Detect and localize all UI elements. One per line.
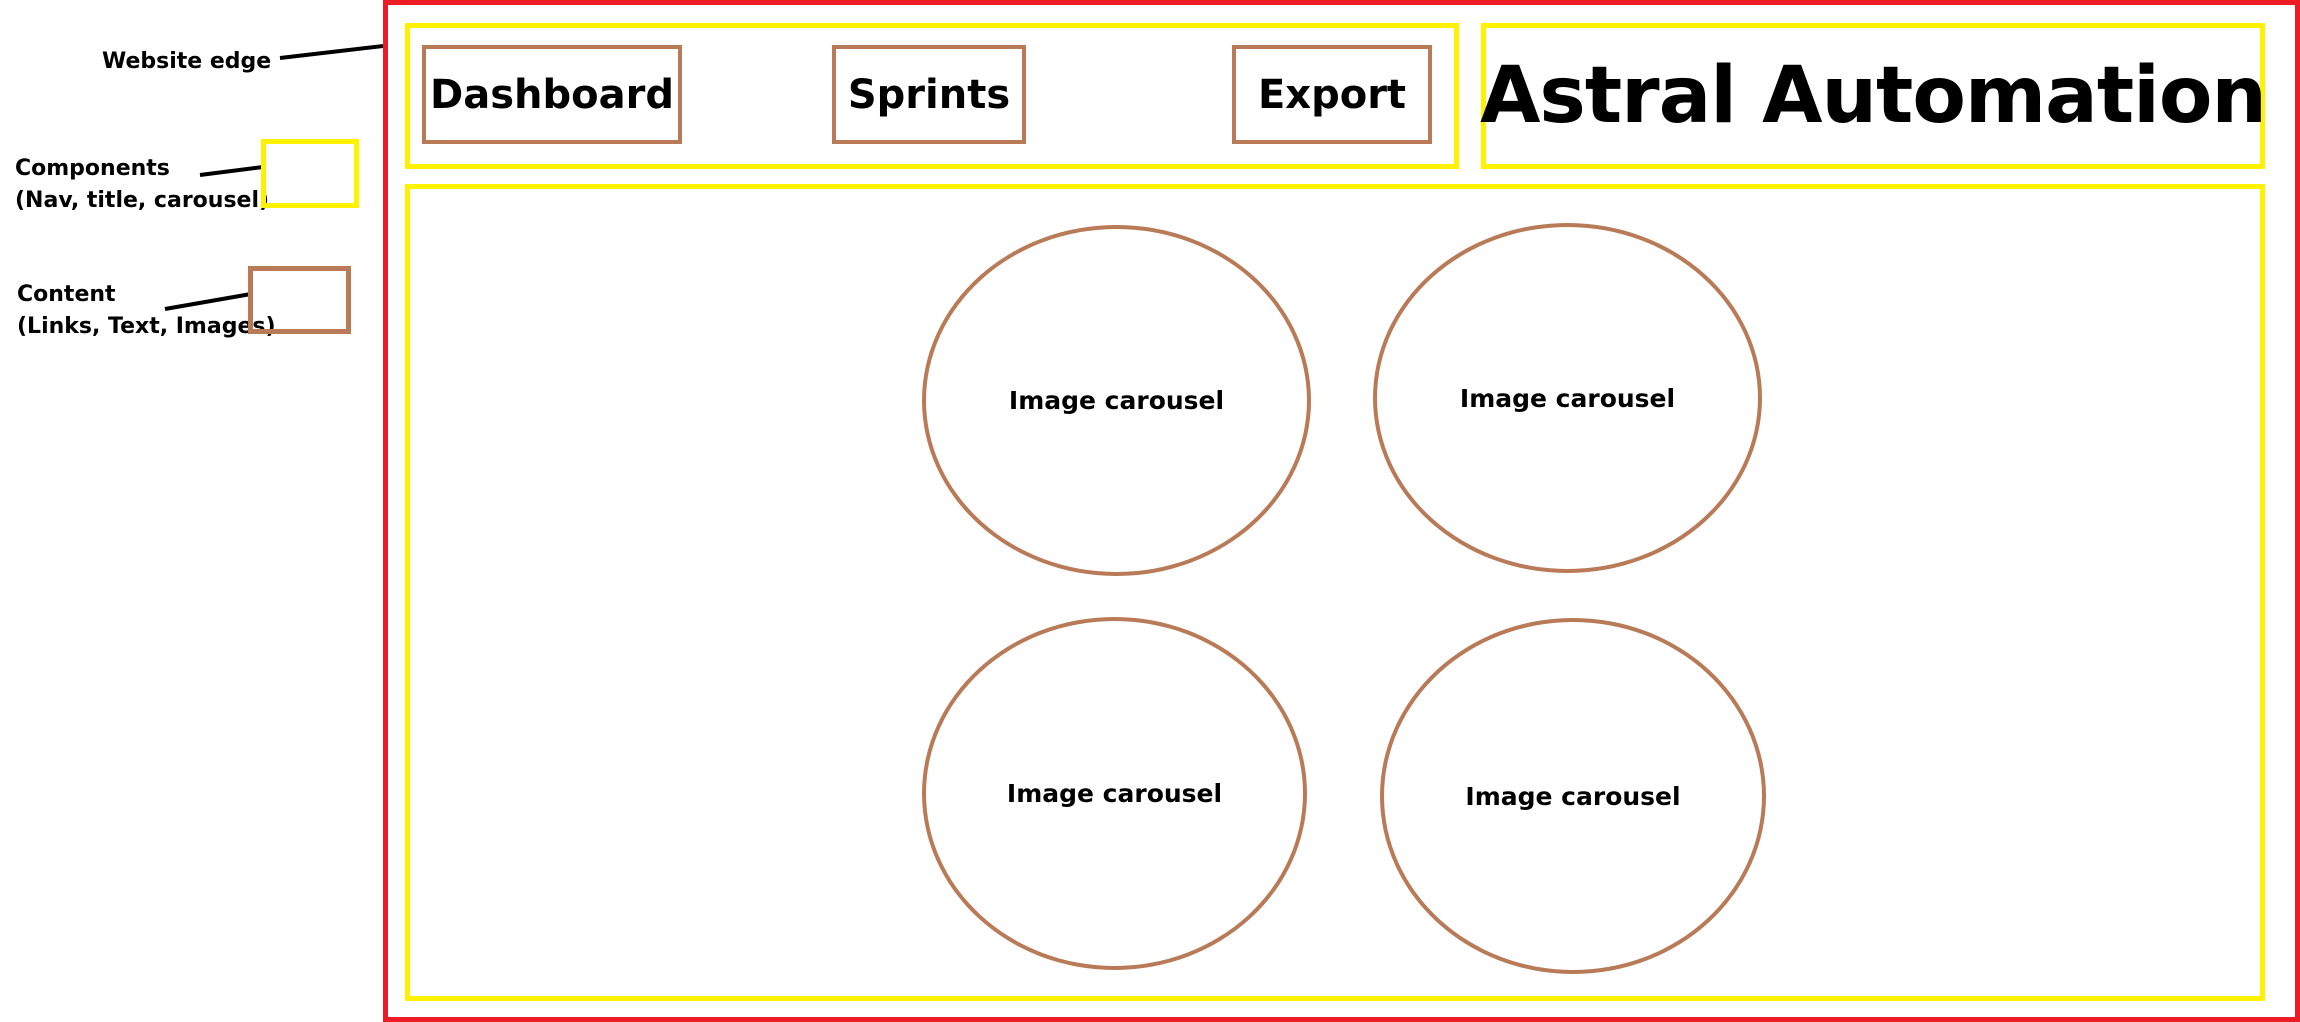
image-carousel-4[interactable]: Image carousel — [1380, 618, 1766, 974]
nav-component — [405, 23, 1459, 169]
legend-components-desc: (Nav, title, carousel) — [15, 188, 270, 213]
legend-content-swatch — [248, 266, 351, 334]
site-title: Astral Automation — [1480, 51, 2267, 141]
carousel-component — [405, 184, 2265, 1001]
image-carousel-3[interactable]: Image carousel — [922, 617, 1307, 970]
legend-content-label: Content (Links, Text, Images) — [17, 279, 276, 343]
nav-link-dashboard[interactable]: Dashboard — [422, 45, 682, 144]
legend-components-title: Components — [15, 156, 170, 181]
website-edge-pointer — [279, 44, 384, 60]
legend-components-label: Components (Nav, title, carousel) — [15, 153, 269, 217]
image-carousel-1[interactable]: Image carousel — [922, 225, 1311, 576]
legend-content-title: Content — [17, 282, 116, 307]
legend-components-swatch — [261, 139, 359, 208]
nav-link-sprints[interactable]: Sprints — [832, 45, 1026, 144]
website-edge — [383, 0, 2300, 1022]
nav-link-export[interactable]: Export — [1232, 45, 1432, 144]
image-carousel-2[interactable]: Image carousel — [1373, 223, 1762, 573]
legend-website-edge-label: Website edge — [102, 49, 272, 74]
title-component — [1481, 23, 2265, 169]
legend-content-desc: (Links, Text, Images) — [17, 314, 276, 339]
